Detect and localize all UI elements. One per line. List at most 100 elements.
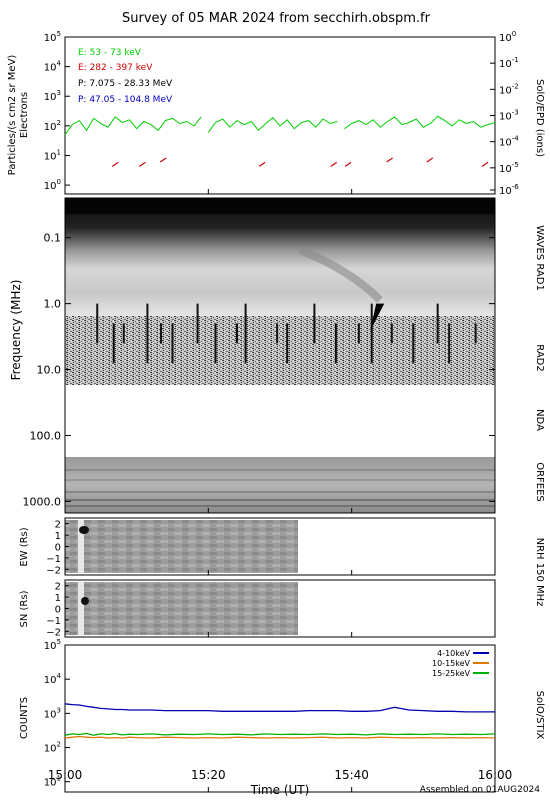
rad2-right-label: RAD2 (534, 344, 545, 371)
nrh-sn-gap (78, 582, 84, 635)
particles-panel: E: 53 - 73 keV E: 282 - 397 keV P: 7.075… (7, 30, 545, 197)
nrh-tick-label: 0 (55, 543, 61, 554)
stix-tick-label-exp: 3 (57, 706, 61, 714)
particles-right-tick-label-base: 10 (499, 112, 512, 123)
particles-right-tick-label-exp: -2 (512, 82, 519, 90)
nrh-sn-image (65, 582, 298, 635)
e53-line-segment (344, 115, 496, 130)
footer-assembled: Assembled on 01AUG2024 (420, 785, 541, 795)
particles-series (64, 115, 496, 167)
particles-right-tick-label-base: 10 (499, 186, 512, 197)
particles-left-tick-label-base: 10 (44, 33, 57, 44)
stix-tick-label-exp: 4 (57, 672, 62, 680)
particles-right-tick-label: 100 (499, 30, 516, 44)
radio-tick-label: 1.0 (44, 298, 62, 311)
nrh-ew-ylabel: EW (Rs) (19, 527, 30, 566)
e53-line-segment (207, 116, 338, 133)
particles-right-tick-label-base: 10 (499, 164, 512, 175)
time-tick-label: 15:20 (191, 768, 226, 782)
nrh-tick-label: 2 (55, 520, 61, 531)
stix-tick-label: 102 (44, 741, 61, 755)
particles-right-tick-label: 10-6 (499, 183, 519, 197)
stix-tick-label-exp: 1 (57, 775, 61, 783)
legend-item-e282: E: 282 - 397 keV (78, 63, 153, 73)
stix-ylabel: COUNTS (19, 697, 30, 739)
radio-tick-label: 0.1 (44, 232, 62, 245)
particles-right-tick-label: 10-2 (499, 82, 519, 96)
particles-right-tick-label-exp: 0 (512, 30, 516, 38)
particles-left-tick-label-base: 10 (44, 181, 57, 192)
particles-left-tick-label-exp: 3 (57, 89, 61, 97)
e282-point (344, 161, 352, 167)
particles-left-tick-label-exp: 0 (57, 178, 61, 186)
stix-tick-label: 103 (44, 706, 61, 720)
particles-right-tick-label-exp: -6 (512, 183, 520, 191)
e53-line-segment (64, 116, 202, 136)
radio-frequency-axis: 0.1 1.0 10.0 100.0 1000.0 (23, 232, 495, 508)
stix-series (64, 703, 496, 739)
radio-tick-label: 1000.0 (23, 495, 62, 508)
time-axis-label: Time (UT) (250, 783, 310, 797)
e282-point (330, 161, 338, 167)
particles-ylabel-electrons: Electrons (19, 92, 30, 138)
stix-tick-label-exp: 5 (57, 638, 61, 646)
stix-axis: 101 102 103 104 105 (44, 638, 70, 789)
nrh-tick-label: −1 (46, 554, 61, 565)
stix-line-10-15keV (64, 735, 496, 739)
stix-legend-15-25: 15-25keV (432, 669, 471, 678)
particles-left-tick-label-exp: 1 (57, 148, 61, 156)
rad1-top-band (65, 198, 495, 214)
stix-tick-label: 105 (44, 638, 61, 652)
particles-right-tick-label-base: 10 (499, 85, 512, 96)
radio-ylabel: Frequency (MHz) (9, 280, 23, 381)
orfees-right-label: ORFEES (534, 462, 545, 502)
nrh-tick-label: −1 (46, 616, 61, 627)
particles-right-tick-label: 10-4 (499, 135, 519, 149)
stix-legend: 4-10keV 10-15keV 15-25keV (432, 649, 489, 678)
e282-point (111, 161, 119, 167)
nrh-tick-label: −2 (46, 565, 61, 576)
e282-point (139, 161, 146, 167)
nrh-tick-label: 1 (55, 531, 61, 542)
nrh-ew-panel: 210−1−2 EW (Rs) NRH 150 MHz (19, 517, 545, 606)
orfees-spectrogram (65, 457, 495, 513)
particles-right-tick-label-exp: -5 (512, 161, 519, 169)
nrh-ew-gap (78, 520, 84, 573)
time-axis: 15:00 15:20 15:40 16:00 (48, 189, 513, 792)
nrh-sn-panel: 210−1−2 SN (Rs) (19, 579, 496, 638)
time-tick-label: 15:00 (48, 768, 83, 782)
radio-tick-label: 100.0 (30, 429, 62, 442)
particles-left-tick-label-exp: 4 (57, 60, 62, 68)
particles-right-tick-label-base: 10 (499, 138, 512, 149)
nrh-tick-label: 2 (55, 582, 61, 593)
nrh-sn-source (81, 597, 89, 605)
stix-line-4-10keV (64, 703, 495, 713)
nrh-ew-image (65, 520, 298, 573)
nrh-tick-label: −2 (46, 627, 61, 638)
particles-right-tick-label-exp: -1 (512, 56, 519, 64)
stix-tick-label-base: 10 (44, 778, 57, 789)
rad2-spectrogram (65, 316, 495, 385)
nrh-ew-axis: 210−1−2 (46, 520, 69, 576)
stix-panel: 101 102 103 104 105 4-10keV 10-15keV 15-25ke… (19, 638, 545, 793)
particles-right-tick-label: 10-3 (499, 109, 519, 123)
nda-empty-band (65, 385, 495, 457)
particles-legend: E: 53 - 73 keV E: 282 - 397 keV P: 7.075… (78, 48, 173, 105)
particles-left-tick-label: 103 (44, 89, 61, 103)
rad2-event-burst (370, 303, 385, 331)
nrh-sn-ylabel: SN (Rs) (19, 590, 30, 627)
radio-tick-label: 10.0 (37, 364, 62, 377)
stix-tick-label: 104 (44, 672, 62, 686)
nda-right-label: NDA (534, 409, 545, 431)
particles-left-tick-label-base: 10 (44, 92, 57, 103)
particles-right-tick-label-exp: -4 (512, 135, 520, 143)
time-tick-label: 16:00 (478, 768, 513, 782)
particles-right-tick-label-exp: -3 (512, 109, 519, 117)
particles-left-tick-label: 102 (44, 119, 61, 133)
particles-right-tick-label-base: 10 (499, 59, 512, 70)
e282-point (159, 157, 167, 163)
rad1-right-label: WAVES RAD1 (534, 225, 545, 291)
stix-legend-4-10: 4-10keV (437, 649, 470, 658)
stix-legend-10-15: 10-15keV (432, 659, 471, 668)
